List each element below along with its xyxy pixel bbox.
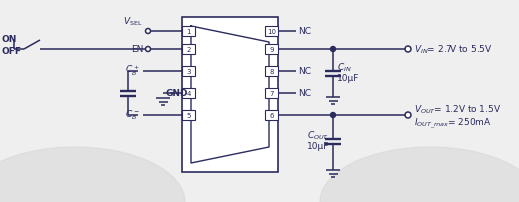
Text: NC: NC [298,89,311,98]
Text: $C_B^-$: $C_B^-$ [125,108,140,121]
Text: $V_{IN}$= 2.7V to 5.5V: $V_{IN}$= 2.7V to 5.5V [414,44,493,56]
Text: 10μF: 10μF [337,74,359,83]
Text: $I_{OUT\_max}$= 250mA: $I_{OUT\_max}$= 250mA [414,116,491,130]
Circle shape [405,113,411,118]
Text: 7: 7 [269,90,274,97]
Text: $C_{OUT}$: $C_{OUT}$ [307,129,329,142]
Text: $V_{OUT}$= 1.2V to 1.5V: $V_{OUT}$= 1.2V to 1.5V [414,103,501,116]
Ellipse shape [0,147,185,202]
Circle shape [405,47,411,53]
Circle shape [331,47,335,52]
Text: 9: 9 [269,47,274,53]
Text: 3: 3 [186,69,191,75]
Bar [182,45,195,55]
Text: ON: ON [2,35,17,44]
Text: 4: 4 [186,90,190,97]
Bar [265,67,278,77]
Text: 10μF: 10μF [307,142,329,151]
Bar [182,88,195,99]
Text: $C_{IN}$: $C_{IN}$ [337,61,352,74]
Bar [182,67,195,77]
Text: EN: EN [131,45,143,54]
Bar [182,18,278,172]
Bar [182,110,195,120]
Circle shape [331,113,335,118]
Text: 2: 2 [186,47,190,53]
Bar [182,27,195,37]
Text: 6: 6 [269,113,274,118]
Bar [265,110,278,120]
Circle shape [145,29,151,34]
Text: 8: 8 [269,69,274,75]
Bar [265,88,278,99]
Text: OFF: OFF [2,47,22,56]
Text: 1: 1 [186,29,191,35]
Text: 5: 5 [186,113,190,118]
Text: $C_B^+$: $C_B^+$ [125,64,140,78]
Circle shape [145,47,151,52]
Text: $V_{\rm SEL}$: $V_{\rm SEL}$ [124,16,143,28]
Text: NC: NC [298,67,311,76]
Bar [265,27,278,37]
Ellipse shape [320,147,519,202]
Text: NC: NC [298,27,311,36]
Bar [265,45,278,55]
Text: GND: GND [166,89,188,98]
Text: 10: 10 [267,29,276,35]
